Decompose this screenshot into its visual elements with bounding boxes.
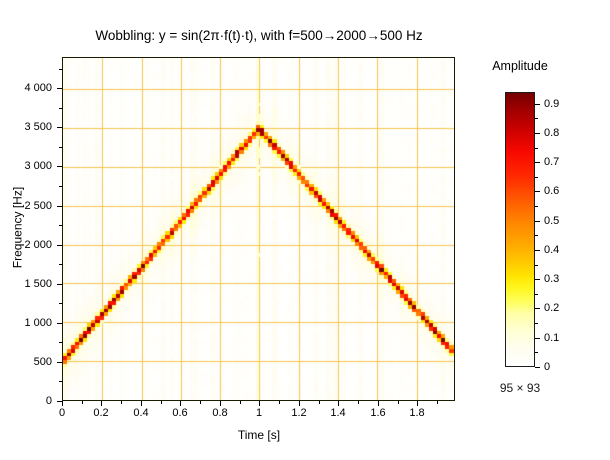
y-major-tick (57, 127, 62, 128)
x-major-tick (141, 401, 142, 406)
y-major-tick (57, 88, 62, 89)
colorbar-minor-tick (535, 265, 538, 266)
colorbar-major-tick (535, 279, 540, 280)
y-tick-label: 2 500 (24, 200, 52, 212)
x-tick-label: 1.2 (291, 407, 307, 419)
x-major-tick (259, 401, 260, 406)
colorbar-major-tick (535, 191, 540, 192)
x-minor-tick (279, 401, 280, 404)
y-major-tick (57, 284, 62, 285)
colorbar-minor-tick (535, 323, 538, 324)
colorbar-major-tick (535, 367, 540, 368)
y-minor-tick (59, 147, 62, 148)
colorbar-major-tick (535, 221, 540, 222)
x-tick-label: 1.8 (409, 407, 425, 419)
y-tick-label: 2 000 (24, 239, 52, 251)
colorbar-tick-label: 0.7 (544, 156, 560, 168)
x-tick-label: 0.8 (212, 407, 228, 419)
y-minor-tick (59, 108, 62, 109)
y-major-tick (57, 245, 62, 246)
colorbar-tick-label: 0.2 (544, 302, 560, 314)
y-tick-label: 3 500 (24, 121, 52, 133)
colorbar-minor-tick (535, 177, 538, 178)
colorbar-major-tick (535, 162, 540, 163)
colorbar-minor-tick (535, 294, 538, 295)
x-major-tick (180, 401, 181, 406)
colorbar-tick-label: 0.6 (544, 185, 560, 197)
matrix-size-note: 95 × 93 (499, 381, 541, 395)
x-minor-tick (161, 401, 162, 404)
colorbar-major-tick (535, 104, 540, 105)
y-tick-label: 1 000 (24, 317, 52, 329)
colorbar-minor-tick (535, 148, 538, 149)
y-major-tick (57, 401, 62, 402)
colorbar-title: Amplitude (492, 59, 548, 73)
x-minor-tick (437, 401, 438, 404)
x-tick-label: 1 (255, 407, 263, 419)
colorbar-tick-label: 0.1 (544, 332, 560, 344)
spectrogram-canvas (63, 58, 454, 400)
colorbar-major-tick (535, 250, 540, 251)
x-major-tick (338, 401, 339, 406)
colorbar-minor-tick (535, 235, 538, 236)
x-axis-label: Time [s] (237, 428, 281, 442)
colorbar-major-tick (535, 133, 540, 134)
colorbar-tick-label: 0.5 (544, 215, 560, 227)
x-tick-label: 0.6 (172, 407, 188, 419)
y-minor-tick (59, 225, 62, 226)
x-tick-label: 0 (58, 407, 66, 419)
y-minor-tick (59, 264, 62, 265)
y-minor-tick (59, 381, 62, 382)
x-minor-tick (82, 401, 83, 404)
colorbar-minor-tick (535, 206, 538, 207)
colorbar-major-tick (535, 338, 540, 339)
x-minor-tick (358, 401, 359, 404)
colorbar-tick-label: 0.4 (544, 244, 560, 256)
y-tick-label: 500 (33, 356, 52, 368)
colorbar-major-tick (535, 308, 540, 309)
y-major-tick (57, 362, 62, 363)
x-major-tick (299, 401, 300, 406)
y-tick-label: 0 (45, 395, 52, 407)
colorbar-tick-label: 0.3 (544, 273, 560, 285)
y-axis-label: Frequency [Hz] (10, 186, 25, 269)
y-tick-label: 3 000 (24, 160, 52, 172)
plot-area (62, 57, 455, 401)
x-minor-tick (319, 401, 320, 404)
colorbar-minor-tick (535, 118, 538, 119)
x-minor-tick (240, 401, 241, 404)
y-minor-tick (59, 186, 62, 187)
x-major-tick (101, 401, 102, 406)
x-minor-tick (200, 401, 201, 404)
y-major-tick (57, 166, 62, 167)
y-major-tick (57, 323, 62, 324)
colorbar-tick-label: 0.9 (544, 98, 560, 110)
y-minor-tick (59, 303, 62, 304)
x-major-tick (378, 401, 379, 406)
colorbar-tick-label: 0 (544, 361, 551, 373)
x-major-tick (220, 401, 221, 406)
x-minor-tick (121, 401, 122, 404)
x-tick-label: 1.4 (330, 407, 346, 419)
y-tick-label: 1 500 (24, 278, 52, 290)
y-major-tick (57, 206, 62, 207)
chart-title: Wobbling: y = sin(2π·f(t)·t), with f=500… (95, 28, 423, 43)
colorbar-tick-label: 0.8 (544, 127, 560, 139)
x-tick-label: 0.4 (133, 407, 149, 419)
x-tick-label: 0.2 (93, 407, 109, 419)
colorbar-gradient (505, 92, 535, 367)
x-major-tick (62, 401, 63, 406)
x-major-tick (417, 401, 418, 406)
colorbar-minor-tick (535, 352, 538, 353)
y-minor-tick (59, 69, 62, 70)
x-tick-label: 1.6 (370, 407, 386, 419)
y-tick-label: 4 000 (24, 82, 52, 94)
y-minor-tick (59, 342, 62, 343)
x-minor-tick (398, 401, 399, 404)
